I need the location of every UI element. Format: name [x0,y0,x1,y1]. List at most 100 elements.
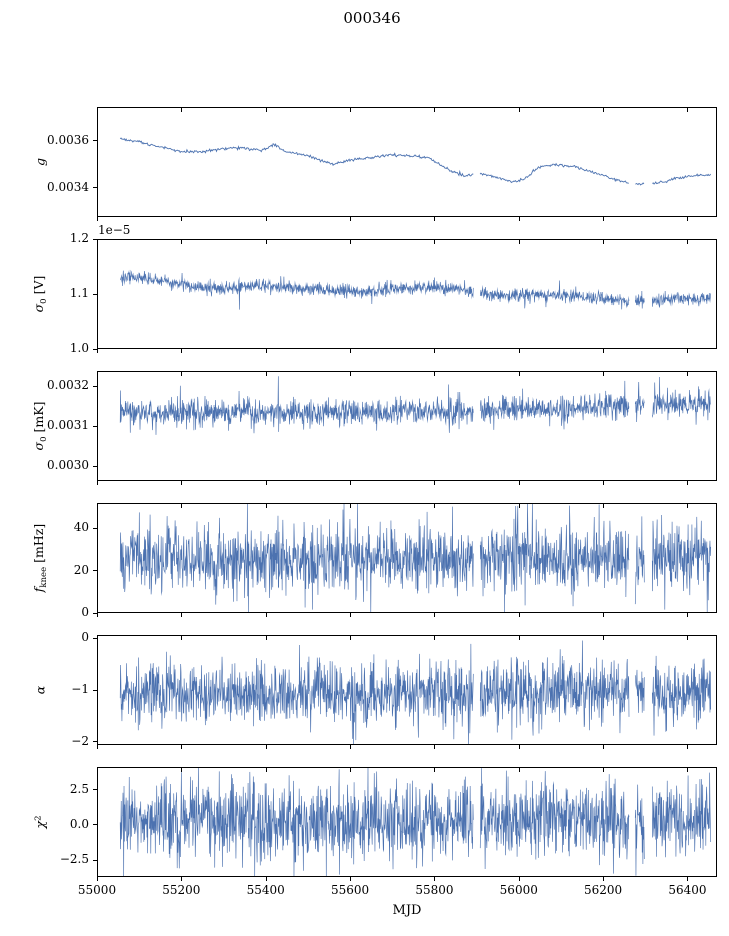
x-tick-mark [518,240,520,244]
y-tick-label: 1.2 [69,231,89,245]
x-tick-mark [603,768,605,772]
ylabel-segment: 0 [39,436,49,442]
x-tick-mark [518,768,520,772]
x-tick-mark [181,745,183,749]
x-tick-mark [434,613,436,617]
y-tick-label: −1 [71,682,89,696]
x-tick-mark [265,349,267,353]
x-tick-mark [687,217,689,221]
x-tick-mark [265,636,267,640]
x-tick-mark [97,240,98,244]
x-tick-mark [181,613,183,617]
x-tick-mark [350,372,352,376]
x-tick-mark [265,877,267,881]
x-tick-mark [181,108,183,112]
x-tick-mark [687,108,689,112]
x-tick-label: 55600 [330,883,370,897]
x-tick-mark [265,745,267,749]
x-tick-label: 55400 [246,883,285,897]
y-tick-mark [93,824,97,826]
x-tick-mark [350,877,352,881]
plot-canvas-sigma0-mk [97,371,717,481]
x-tick-mark [181,504,183,508]
x-tick-mark [687,768,689,772]
x-tick-mark [350,745,352,749]
y-tick-mark [93,570,97,572]
y-tick-mark [93,789,97,791]
y-tick-label: 0.0032 [47,378,89,392]
x-tick-mark [350,108,352,112]
x-tick-mark [350,481,352,485]
y-axis-offset-label: 1e−5 [98,223,131,237]
ylabel-segment: σ [31,303,46,313]
x-tick-mark [181,481,183,485]
x-tick-mark [97,877,98,881]
x-tick-mark [350,240,352,244]
y-tick-mark [93,140,97,142]
x-tick-mark [97,745,98,749]
x-tick-mark [434,504,436,508]
y-axis-label-g: g [33,158,48,166]
x-axis-label: MJD [392,903,422,918]
y-tick-label: −2.5 [59,852,89,867]
x-tick-mark [265,217,267,221]
x-tick-mark [603,240,605,244]
x-tick-mark [97,613,98,617]
x-tick-mark [97,372,98,376]
y-tick-mark [93,238,97,240]
x-tick-mark [434,349,436,353]
x-tick-mark [518,372,520,376]
x-tick-mark [434,108,436,112]
x-tick-mark [97,636,98,640]
x-tick-mark [97,481,98,485]
y-tick-mark [93,348,97,350]
x-tick-mark [687,240,689,244]
y-tick-mark [93,527,97,529]
x-tick-mark [518,504,520,508]
ylabel-segment: g [32,157,48,167]
x-tick-mark [603,349,605,353]
x-tick-mark [518,745,520,749]
x-tick-mark [350,504,352,508]
plot-canvas-alpha [97,635,717,745]
ylabel-segment: σ [31,441,46,451]
y-tick-mark [93,465,97,467]
x-tick-mark [265,240,267,244]
x-tick-mark [687,745,689,749]
y-tick-label: 0.0030 [47,458,89,472]
y-tick-label: 0.0031 [47,418,89,432]
y-tick-mark [93,187,97,189]
x-tick-label: 55800 [415,883,454,897]
x-tick-mark [97,108,98,112]
x-tick-mark [687,349,689,353]
x-tick-mark [603,636,605,640]
y-axis-label-fknee: fknee [mHz] [31,524,49,592]
x-tick-mark [434,481,436,485]
x-tick-mark [687,877,689,881]
x-tick-mark [265,372,267,376]
x-tick-mark [603,613,605,617]
x-tick-label: 56000 [499,883,538,897]
y-tick-mark [93,385,97,387]
y-tick-label: 0.0034 [47,179,89,194]
x-tick-mark [603,504,605,508]
y-tick-mark [93,425,97,427]
x-tick-mark [97,349,98,353]
x-tick-mark [518,877,520,881]
plot-canvas-chi2 [97,767,717,877]
x-tick-mark [603,372,605,376]
x-tick-label: 56400 [668,883,707,897]
x-tick-mark [518,636,520,640]
y-tick-label: 0 [81,630,89,645]
plot-canvas-fknee [97,503,717,613]
x-tick-mark [181,240,183,244]
x-tick-mark [265,613,267,617]
x-tick-mark [350,636,352,640]
y-tick-label: 0.0036 [47,132,89,147]
x-tick-mark [518,481,520,485]
x-tick-mark [350,217,352,221]
x-tick-mark [687,613,689,617]
ylabel-segment: f [31,587,46,593]
x-tick-mark [350,613,352,617]
y-tick-mark [93,637,97,639]
